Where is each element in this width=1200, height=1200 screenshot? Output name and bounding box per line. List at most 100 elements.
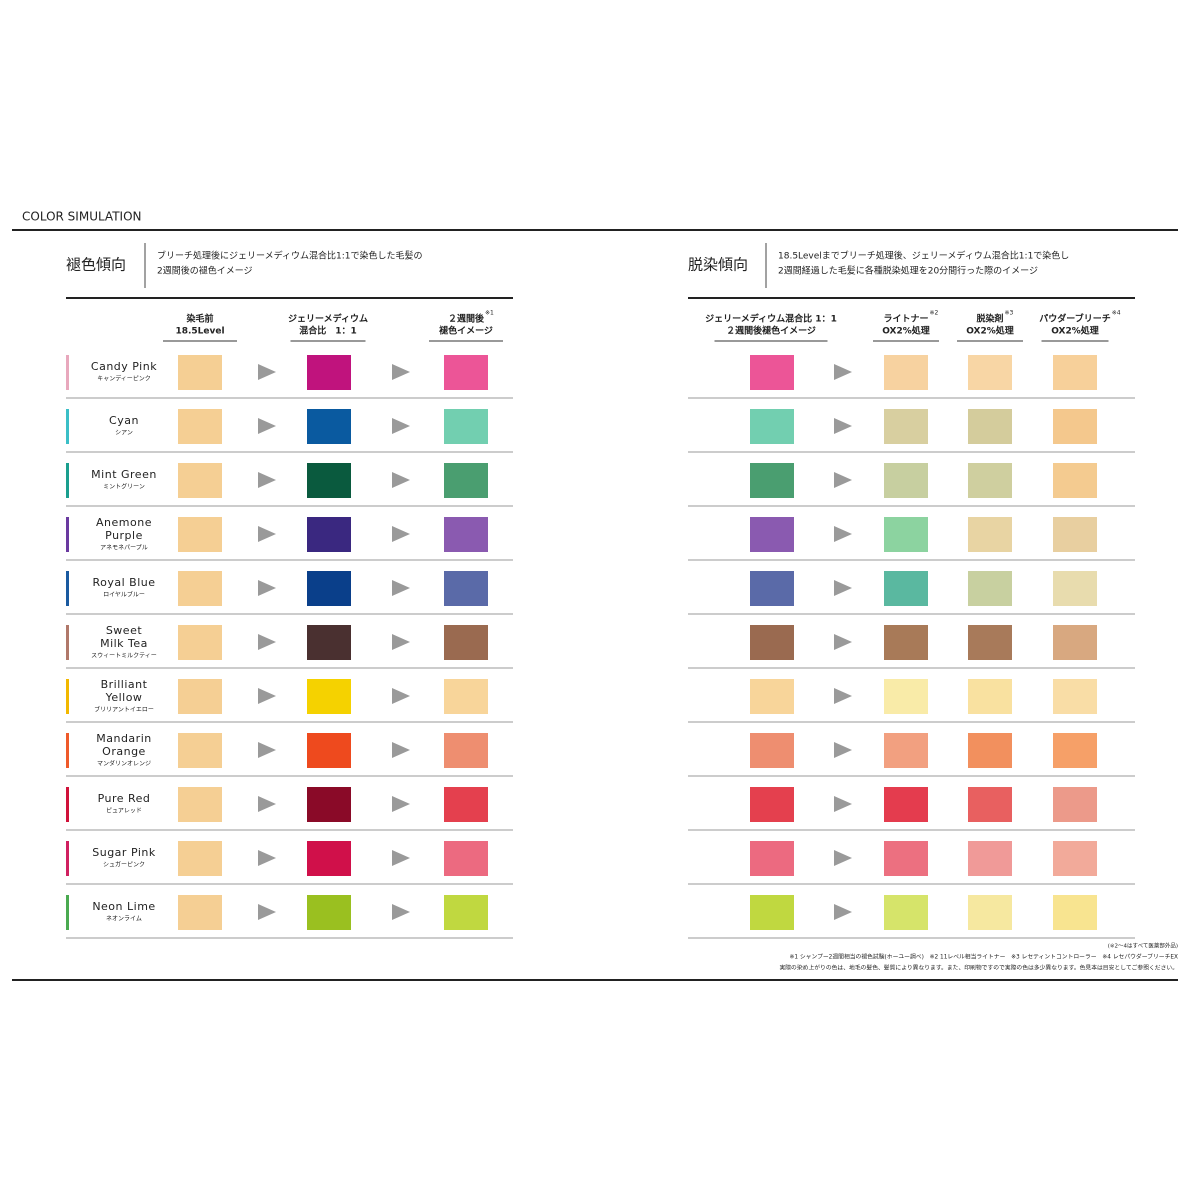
swatch bbox=[968, 571, 1012, 606]
arrow bbox=[392, 904, 410, 920]
arrow bbox=[392, 850, 410, 866]
swatch bbox=[884, 787, 928, 822]
color-kana: シュガーピンク bbox=[103, 861, 145, 869]
swatch bbox=[968, 787, 1012, 822]
swatch bbox=[444, 679, 488, 714]
column-header: 脱染剤 bbox=[976, 313, 1003, 325]
color-bar bbox=[66, 787, 69, 822]
color-bar bbox=[66, 679, 69, 714]
swatch bbox=[884, 409, 928, 444]
arrow bbox=[258, 364, 276, 380]
swatch bbox=[444, 895, 488, 930]
swatch bbox=[307, 895, 351, 930]
color-bar bbox=[66, 517, 69, 552]
arrow bbox=[834, 580, 852, 596]
swatch bbox=[178, 895, 222, 930]
swatch bbox=[884, 733, 928, 768]
arrow bbox=[392, 688, 410, 704]
color-name: Neon Lime bbox=[92, 900, 155, 913]
swatch bbox=[178, 409, 222, 444]
swatch bbox=[444, 733, 488, 768]
color-name: Cyan bbox=[109, 414, 139, 427]
swatch bbox=[1053, 625, 1097, 660]
column-header: ジェリーメディウム bbox=[288, 313, 368, 325]
swatch bbox=[1053, 355, 1097, 390]
column-note: ※1 bbox=[485, 310, 494, 317]
color-bar bbox=[66, 733, 69, 768]
section-title: 褪色傾向 bbox=[66, 256, 126, 274]
arrow bbox=[258, 688, 276, 704]
swatch bbox=[1053, 787, 1097, 822]
swatch bbox=[884, 841, 928, 876]
swatch bbox=[444, 355, 488, 390]
color-bar bbox=[66, 463, 69, 498]
swatch bbox=[884, 625, 928, 660]
swatch bbox=[307, 355, 351, 390]
swatch bbox=[750, 409, 794, 444]
swatch bbox=[307, 409, 351, 444]
swatch bbox=[968, 409, 1012, 444]
swatch bbox=[444, 409, 488, 444]
arrow bbox=[834, 796, 852, 812]
color-kana: ネオンライム bbox=[106, 916, 142, 923]
swatch bbox=[178, 679, 222, 714]
description: 18.5Levelまでブリーチ処理後、ジェリーメディウム混合比1:1で染色し bbox=[778, 250, 1069, 262]
swatch bbox=[444, 571, 488, 606]
color-kana: ミントグリーン bbox=[103, 483, 145, 491]
swatch bbox=[444, 625, 488, 660]
color-bar bbox=[66, 355, 69, 390]
swatch bbox=[178, 571, 222, 606]
swatch bbox=[1053, 409, 1097, 444]
color-name: Mandarin bbox=[96, 732, 151, 745]
footnote: (※2〜4はすべて医薬部外品) bbox=[1108, 942, 1178, 950]
column-note: ※3 bbox=[1005, 310, 1014, 317]
swatch bbox=[750, 517, 794, 552]
swatch bbox=[884, 571, 928, 606]
arrow bbox=[834, 418, 852, 434]
swatch bbox=[884, 679, 928, 714]
column-header: ２週間後 bbox=[448, 313, 485, 325]
arrow bbox=[392, 796, 410, 812]
color-kana: ブリリアントイエロー bbox=[94, 706, 154, 714]
arrow bbox=[258, 472, 276, 488]
column-header: ライトナー bbox=[883, 314, 928, 325]
arrow bbox=[834, 634, 852, 650]
swatch bbox=[750, 895, 794, 930]
arrow bbox=[834, 688, 852, 704]
description: 2週間経過した毛髪に各種脱染処理を20分間行った際のイメージ bbox=[778, 265, 1038, 277]
arrow bbox=[392, 526, 410, 542]
arrow bbox=[258, 796, 276, 812]
arrow bbox=[834, 904, 852, 920]
color-kana: キャンディーピンク bbox=[97, 375, 151, 383]
swatch bbox=[307, 841, 351, 876]
color-kana: アネモネパープル bbox=[100, 545, 148, 552]
color-kana: ロイヤルブルー bbox=[103, 591, 145, 599]
column-header: 18.5Level bbox=[175, 327, 224, 337]
arrow bbox=[834, 526, 852, 542]
swatch bbox=[750, 463, 794, 498]
color-name: Purple bbox=[105, 529, 143, 542]
color-bar bbox=[66, 571, 69, 606]
swatch bbox=[750, 571, 794, 606]
color-kana: シアン bbox=[115, 430, 133, 437]
swatch bbox=[968, 895, 1012, 930]
swatch bbox=[178, 463, 222, 498]
arrow bbox=[834, 472, 852, 488]
swatch bbox=[968, 625, 1012, 660]
arrow bbox=[258, 742, 276, 758]
swatch bbox=[750, 841, 794, 876]
swatch bbox=[1053, 895, 1097, 930]
section-title: 脱染傾向 bbox=[688, 256, 748, 274]
column-header: OX2%処理 bbox=[882, 325, 930, 337]
swatch bbox=[307, 787, 351, 822]
swatch bbox=[884, 895, 928, 930]
column-header: ジェリーメディウム混合比 1：1 bbox=[705, 313, 837, 325]
color-bar bbox=[66, 895, 69, 930]
page-title: COLOR SIMULATION bbox=[22, 210, 142, 224]
swatch bbox=[968, 733, 1012, 768]
column-header: OX2%処理 bbox=[966, 325, 1014, 337]
color-kana: スウィートミルクティー bbox=[91, 652, 157, 660]
color-name: Sweet bbox=[106, 624, 143, 637]
swatch bbox=[968, 679, 1012, 714]
swatch bbox=[444, 517, 488, 552]
